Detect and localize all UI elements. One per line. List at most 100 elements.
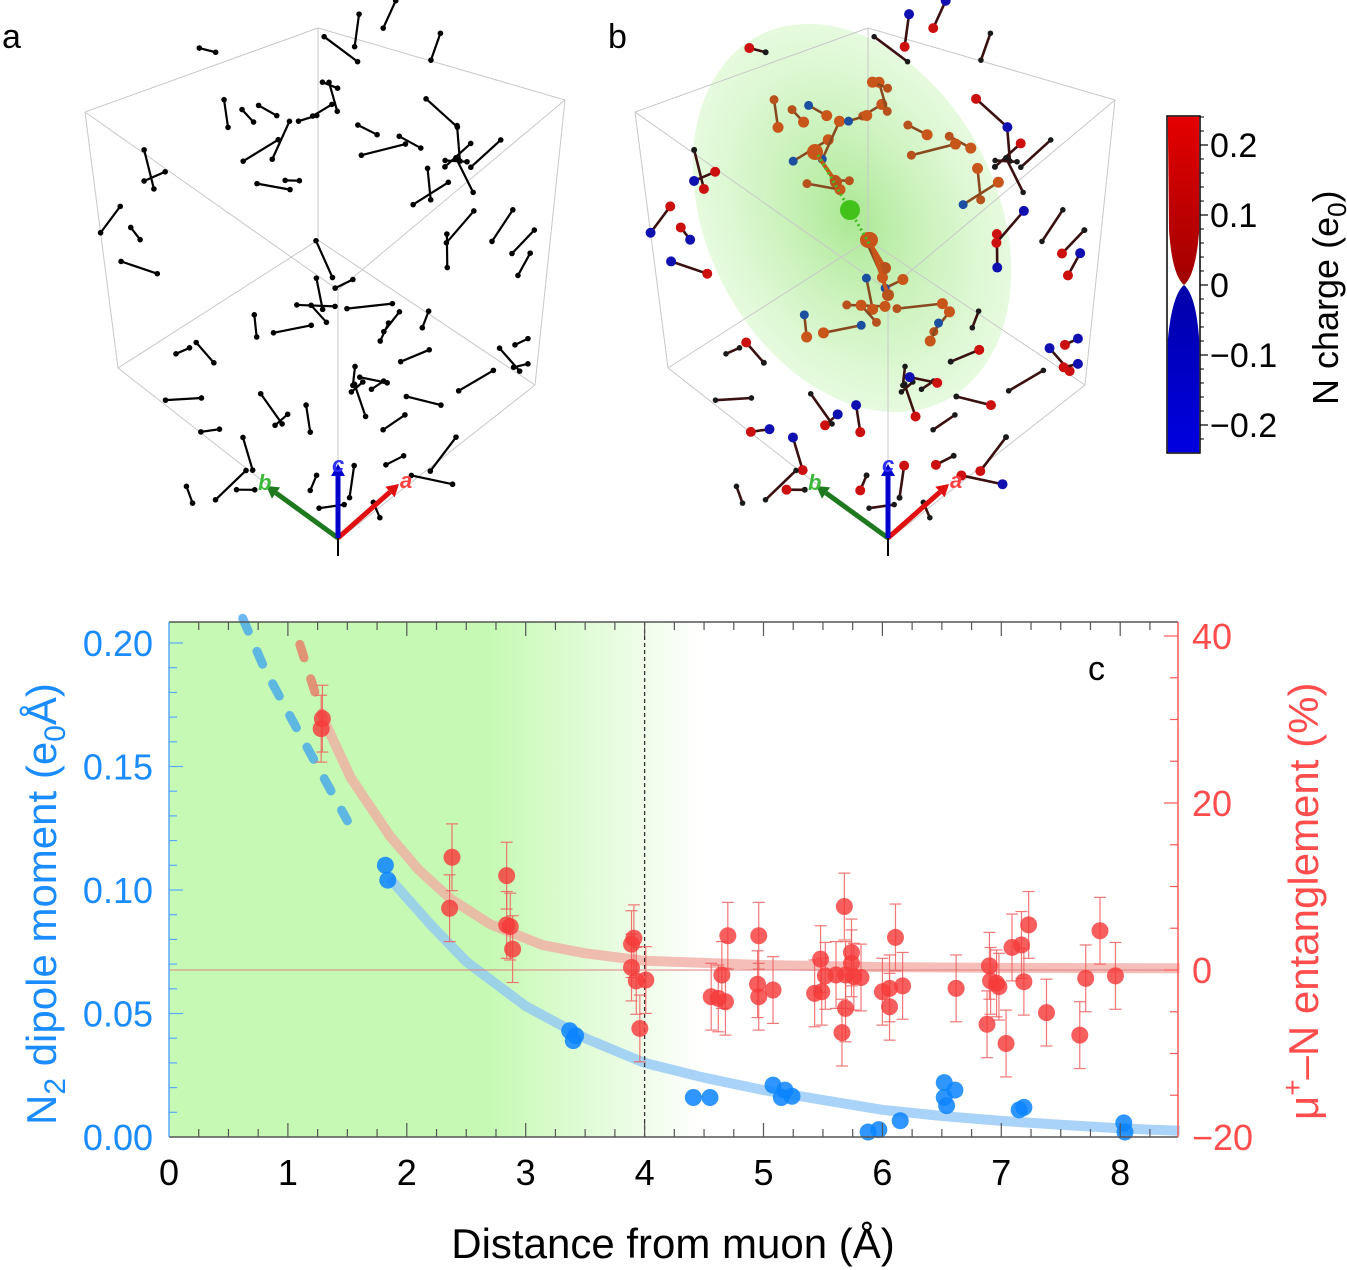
nitrogen-atom [127,224,134,231]
n-n-bond [241,108,255,123]
nitrogen-atom [821,110,833,122]
entanglement-point [1013,936,1031,954]
n2-molecule [257,390,285,427]
nitrogen-atom [891,501,897,508]
entanglement-point [1077,969,1095,987]
nitrogen-atom [464,158,470,165]
nitrogen-atom [927,514,933,521]
nitrogen-atom [308,302,314,309]
n-n-bond [873,35,909,63]
nitrogen-atom [303,402,309,408]
nitrogen-atom [965,142,977,154]
n2-molecule [712,395,755,403]
n-n-bond [791,437,804,471]
entanglement-point [441,899,459,917]
nitrogen-atom [527,250,533,256]
nitrogen-atom [173,351,179,357]
crystal-structure-panel-b: b b a c [608,0,1116,556]
cell-edge [634,111,889,291]
nitrogen-atom [253,334,260,340]
n2-molecule [269,118,293,163]
nitrogen-atom [396,133,403,140]
n2-molecule [1058,358,1083,373]
n2-molecule [428,30,444,63]
nitrogen-atom [896,494,903,501]
n2-molecule [1018,137,1054,171]
nitrogen-atom [698,183,709,194]
nitrogen-atom [723,351,729,357]
cell-edge [117,239,319,369]
n-n-bond [357,124,378,136]
n2-molecule [308,302,330,326]
nitrogen-atom [321,33,327,40]
nitrogen-atom [186,345,193,351]
n-n-bond [99,205,122,234]
nitrogen-atom [471,208,477,214]
n-n-bond [412,181,449,206]
nitrogen-atom [760,359,767,366]
nitrogen-atom [991,237,1002,248]
nitrogen-atom [1003,434,1010,441]
left-y-tick-label: 0.05 [83,994,153,1035]
n2-molecule [455,367,497,394]
x-tick-label: 8 [1110,1152,1130,1193]
fit-curve-dashed [238,613,352,826]
nitrogen-atom [198,429,204,435]
n2-molecule [958,176,1004,210]
n2-molecule [173,345,193,357]
nitrogen-atom [802,179,812,189]
n2-molecule [871,33,911,65]
n-n-bond [444,142,472,168]
n2-molecule [408,472,456,488]
nitrogen-atom [924,335,936,347]
n2-molecule [351,381,369,420]
n-n-bond [971,310,980,329]
n2-molecule [991,205,1029,248]
n-n-bond [995,159,1018,164]
x-tick-label: 5 [753,1152,773,1193]
nitrogen-atom [438,402,444,408]
nitrogen-atom [1075,248,1086,259]
n2-molecule [307,472,320,494]
n-n-bond [222,99,230,128]
n2-molecule [468,137,504,171]
n-n-bond [962,181,1000,206]
nitrogen-atom [904,58,911,65]
nitrogen-atom [1020,189,1026,196]
n-n-bond [259,393,283,425]
nitrogen-atom [772,121,784,133]
nitrogen-atom [930,459,941,470]
nitrogen-atom [307,429,314,435]
nitrogen-atom [240,158,246,164]
n-n-bond [199,46,216,54]
nitrogen-atom [958,200,968,210]
n-n-bond [298,114,318,123]
nitrogen-atom [892,304,902,314]
nitrogen-atom [666,256,677,267]
n-n-bond [911,142,956,157]
n2-molecule [807,390,835,427]
nitrogen-atom [762,496,769,503]
nitrogen-atom [383,462,389,468]
n2-molecule [855,472,870,496]
n-n-bond [670,260,708,275]
nitrogen-atom [510,207,516,213]
n2-molecule [198,426,223,435]
entanglement-point [835,898,853,916]
dipole-point [684,1088,702,1106]
left-axis-label: N2 dipole moment (e0Å) [18,683,72,1125]
nitrogen-atom [804,100,814,110]
nitrogen-atom [793,467,799,474]
n-n-bond [956,395,992,407]
nitrogen-atom [212,49,219,56]
nitrogen-atom [992,176,1004,188]
n2-molecule [691,146,709,194]
nitrogen-atom [987,30,994,37]
nitrogen-atom [510,364,517,371]
n2-molecule [744,43,769,56]
nitrogen-atom [389,300,396,307]
nitrogen-atom [193,339,200,346]
charge-colorbar: 0.2 0.1 0 −0.1 −0.2 N charge (e0) [1166,115,1347,454]
n2-molecule [396,133,424,151]
entanglement-point [750,927,768,945]
